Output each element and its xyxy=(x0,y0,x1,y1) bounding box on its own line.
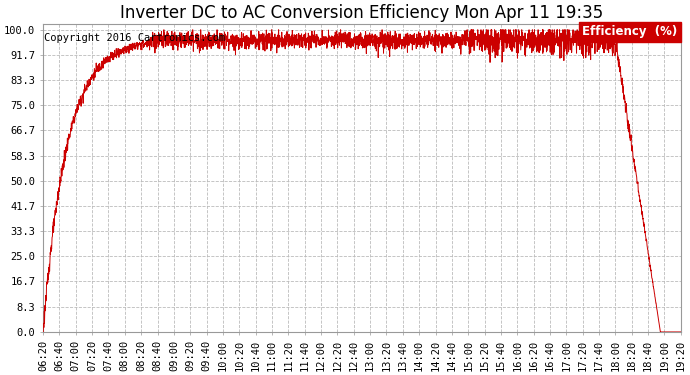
Text: Efficiency  (%): Efficiency (%) xyxy=(582,25,678,38)
Title: Inverter DC to AC Conversion Efficiency Mon Apr 11 19:35: Inverter DC to AC Conversion Efficiency … xyxy=(120,4,604,22)
Text: Copyright 2016 Cartronics.com: Copyright 2016 Cartronics.com xyxy=(44,33,226,43)
